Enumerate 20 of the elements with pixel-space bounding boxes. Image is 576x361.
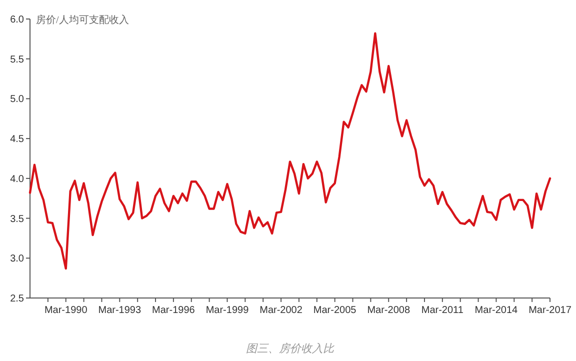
x-tick-label: Mar-2017 xyxy=(528,305,572,316)
y-tick-label: 6.0 xyxy=(10,14,24,26)
y-tick-label: 3.5 xyxy=(10,214,24,225)
x-tick-label: Mar-2005 xyxy=(313,305,357,316)
y-tick-label: 2.5 xyxy=(10,294,24,304)
y-tick-label: 4.5 xyxy=(10,134,24,146)
y-tick-label: 4.0 xyxy=(10,174,24,185)
x-tick-label: Mar-2011 xyxy=(421,305,464,316)
y-tick-label: 3.0 xyxy=(10,254,24,265)
x-tick-label: Mar-2008 xyxy=(367,305,410,316)
x-tick-label: Mar-2002 xyxy=(260,305,303,316)
x-tick-label: Mar-1996 xyxy=(152,305,196,316)
text: 图三、房价收入比 xyxy=(246,342,335,355)
x-tick-label: Mar-1990 xyxy=(44,305,88,316)
y-tick-label: 5.0 xyxy=(10,94,24,106)
y-tick-label: 5.5 xyxy=(10,54,24,66)
x-tick-label: Mar-1999 xyxy=(206,305,250,316)
x-tick-label: Mar-2014 xyxy=(474,305,518,316)
y-axis-title: 房价/人均可支配收入 xyxy=(36,14,129,26)
x-tick-label: Mar-1993 xyxy=(98,305,142,316)
